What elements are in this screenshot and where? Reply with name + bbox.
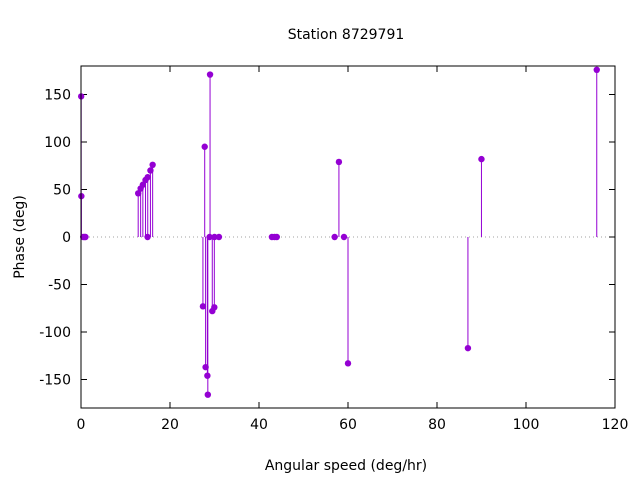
- data-point: [82, 233, 89, 241]
- data-point: [139, 181, 147, 188]
- y-tick-label: 100: [44, 135, 71, 151]
- y-tick-label: -150: [39, 373, 71, 389]
- y-axis-label: Phase (deg): [12, 195, 28, 279]
- data-point: [215, 233, 223, 241]
- y-tick-label: -100: [39, 325, 71, 341]
- data-point: [199, 303, 207, 310]
- data-point: [478, 155, 485, 163]
- y-tick-label: 50: [53, 183, 71, 199]
- y-tick-label: 150: [44, 88, 71, 104]
- y-tick-label: 0: [62, 230, 71, 246]
- data-point: [204, 391, 212, 398]
- data-point: [593, 66, 600, 74]
- data-point: [331, 233, 338, 241]
- x-tick-label: 40: [250, 417, 268, 433]
- data-point: [273, 233, 280, 241]
- ticks-group: 0 20 40 60 80 100 120 -150 -100 -50 0 50 100 150: [39, 66, 628, 433]
- data-point: [211, 304, 218, 311]
- x-tick-label: 0: [77, 417, 86, 433]
- data-point: [335, 158, 343, 166]
- data-point: [134, 190, 142, 197]
- y-tick-label: -50: [48, 278, 71, 294]
- x-tick-label: 120: [602, 417, 629, 433]
- x-tick-label: 100: [513, 417, 540, 433]
- data-point: [144, 173, 151, 181]
- x-tick-label: 60: [339, 417, 357, 433]
- x-axis-label: Angular speed (deg/hr): [265, 458, 427, 474]
- data-point: [464, 344, 472, 352]
- data-point: [149, 161, 156, 168]
- chart-title: Station 8729791: [288, 27, 405, 43]
- data-point: [344, 360, 352, 367]
- data-point: [206, 71, 214, 78]
- plot-frame: [80, 65, 616, 409]
- data-point: [340, 233, 348, 241]
- data-marks: [77, 66, 600, 398]
- x-tick-label: 80: [428, 417, 446, 433]
- data-point: [147, 167, 154, 174]
- data-point: [211, 233, 218, 241]
- data-point: [201, 143, 208, 150]
- x-tick-label: 20: [161, 417, 179, 433]
